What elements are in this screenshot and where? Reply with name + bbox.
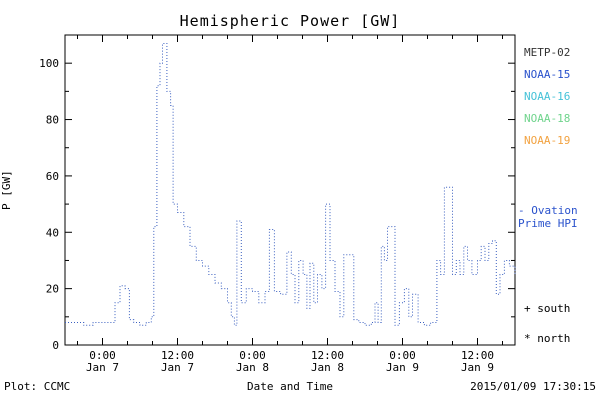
north-label: north	[537, 332, 571, 345]
x-tick-time-label: 0:00	[389, 349, 416, 362]
legend-ovation-line2: Prime HPI	[518, 217, 578, 230]
x-tick-time-label: 12:00	[161, 349, 194, 362]
y-tick-label: 40	[46, 226, 59, 239]
plot-source: Plot: CCMC	[4, 380, 71, 393]
hpi-data-line	[65, 43, 516, 326]
asterisk-symbol: *	[524, 332, 531, 345]
x-tick-date-label: Jan 9	[461, 361, 494, 374]
chart-title: Hemispheric Power [GW]	[179, 12, 401, 30]
plot-frame	[64, 34, 516, 346]
legend-ovation-prime-hpi: - Ovation Prime HPI	[518, 204, 578, 230]
x-tick-time-label: 0:00	[89, 349, 116, 362]
x-tick-date-label: Jan 9	[386, 361, 419, 374]
x-tick-date-label: Jan 8	[311, 361, 344, 374]
legend-item-noaa-16: NOAA-16	[524, 90, 571, 103]
legend-ovation-line1: - Ovation	[518, 204, 578, 217]
x-axis-label: Date and Time	[246, 380, 334, 393]
legend-item-noaa-15: NOAA-15	[524, 68, 571, 81]
south-label: south	[537, 302, 571, 315]
y-tick-label: 60	[46, 170, 59, 183]
x-tick-date-label: Jan 8	[236, 361, 269, 374]
y-tick-label: 20	[46, 283, 59, 296]
legend-satellites: METP-02 NOAA-15 NOAA-16 NOAA-18 NOAA-19	[524, 46, 570, 156]
x-tick-date-label: Jan 7	[86, 361, 119, 374]
legend-item-noaa-19: NOAA-19	[524, 134, 571, 147]
legend-item-noaa-18: NOAA-18	[524, 112, 571, 125]
y-tick-label: 100	[39, 57, 59, 70]
legend-south-marker: + south	[524, 302, 570, 315]
y-tick-label: 0	[52, 339, 59, 352]
timestamp: 2015/01/09 17:30:15	[470, 380, 596, 393]
y-tick-label: 80	[46, 114, 59, 127]
x-tick-time-label: 0:00	[239, 349, 266, 362]
legend-item-metp-02: METP-02	[524, 46, 571, 59]
legend-north-marker: * north	[524, 332, 570, 345]
x-tick-time-label: 12:00	[461, 349, 494, 362]
x-tick-time-label: 12:00	[311, 349, 344, 362]
x-tick-date-label: Jan 7	[161, 361, 194, 374]
plus-symbol: +	[524, 302, 531, 315]
